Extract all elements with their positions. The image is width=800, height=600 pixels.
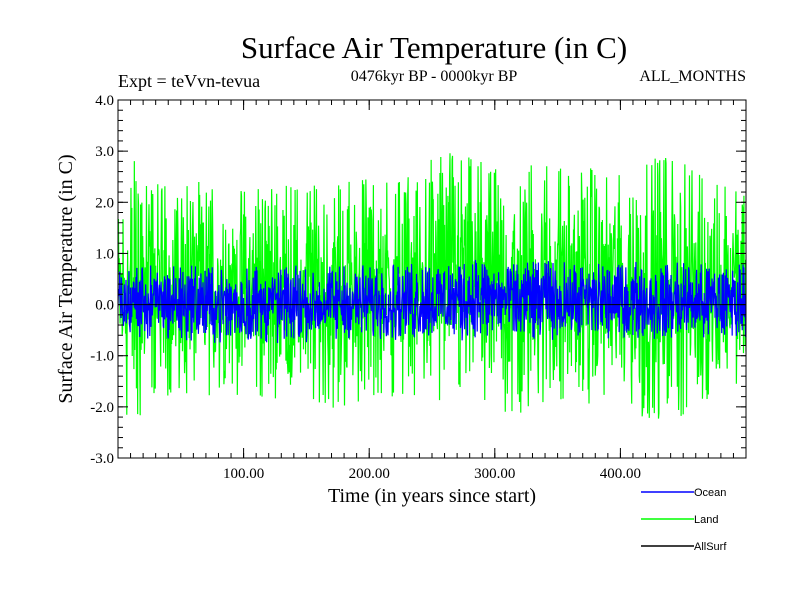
legend-label-ocean: Ocean [694,487,726,499]
y-tick-label: -3.0 [90,451,114,467]
y-tick-label: -2.0 [90,400,114,416]
legend: Ocean Land AllSurf [641,487,727,553]
chart-title: Surface Air Temperature (in C) [241,30,627,65]
x-axis-label: Time (in years since start) [328,485,536,507]
x-tick-label: 100.00 [223,466,264,482]
x-tick-label: 200.00 [349,466,390,482]
y-tick-label: 3.0 [95,144,114,160]
experiment-label: Expt = teVvn-tevua [118,71,260,91]
plot-data-layer [118,153,746,419]
x-tick-label: 400.00 [600,466,641,482]
legend-label-allsurf: AllSurf [694,541,727,553]
axis-layer: -3.0 -2.0 -1.0 0.0 1.0 2.0 3.0 4.0 100.00 200.00 3… [90,93,746,482]
y-tick-label: 1.0 [95,246,114,262]
legend-label-land: Land [694,514,718,526]
y-tick-label: 4.0 [95,93,114,109]
months-label: ALL_MONTHS [639,68,746,85]
x-tick-label: 300.00 [474,466,515,482]
y-tick-label: -1.0 [90,349,114,365]
y-axis-label: Surface Air Temperature (in C) [55,154,77,403]
y-tick-label: 0.0 [95,298,114,314]
period-label: 0476kyr BP - 0000kyr BP [351,68,518,85]
y-tick-label: 2.0 [95,195,114,211]
plot-frame [117,99,747,459]
